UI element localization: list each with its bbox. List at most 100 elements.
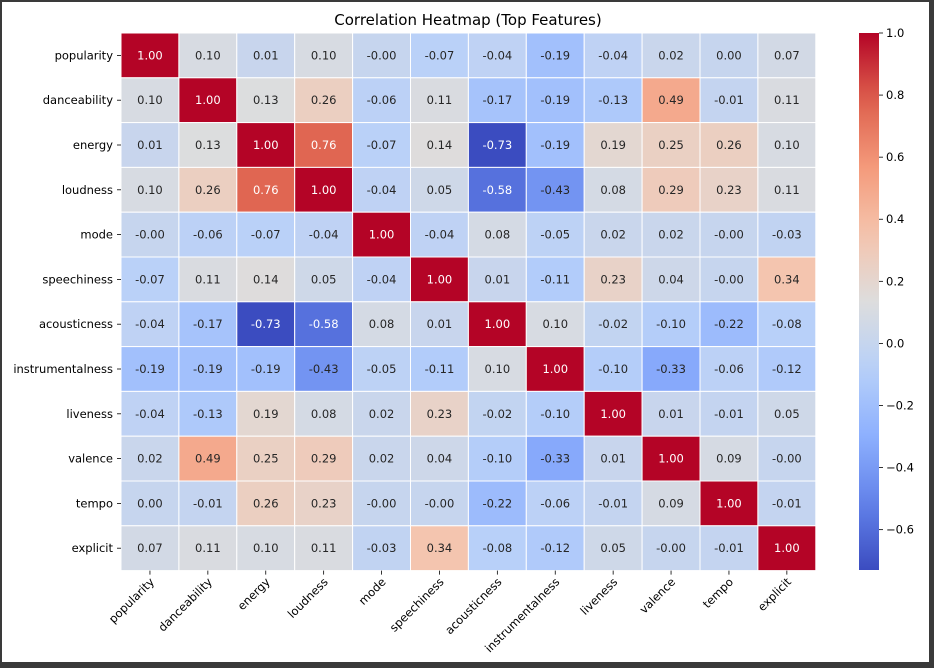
heatmap-cell <box>178 480 238 527</box>
cell-value-label: -0.10 <box>598 362 628 376</box>
cell-value-label: 0.23 <box>427 407 453 421</box>
heatmap-cell <box>757 77 817 124</box>
cell-value-label: 0.14 <box>253 272 279 286</box>
cell-value-label: 0.07 <box>137 541 163 555</box>
heatmap-cell <box>583 301 643 348</box>
cell-value-label: 1.00 <box>369 228 395 242</box>
heatmap-cell <box>699 166 759 213</box>
cell-value-label: 0.11 <box>195 541 221 555</box>
cell-value-label: 0.08 <box>485 228 511 242</box>
cell-value-label: 0.01 <box>137 138 163 152</box>
column-tick-label: danceability <box>155 575 215 635</box>
heatmap-cell <box>467 435 527 482</box>
heatmap-cell <box>757 525 817 572</box>
cell-value-label: -0.01 <box>714 93 744 107</box>
chart-title: Correlation Heatmap (Top Features) <box>334 11 601 29</box>
heatmap-cell <box>120 256 180 303</box>
row-tick-label: acousticness <box>39 317 113 331</box>
column-tick-label: energy <box>235 575 273 613</box>
cell-value-label: -0.12 <box>540 541 570 555</box>
heatmap-cell <box>294 435 354 482</box>
cell-value-label: 1.00 <box>600 407 626 421</box>
colorbar-tick-label: −0.2 <box>886 398 914 412</box>
cell-value-label: 0.02 <box>369 407 395 421</box>
heatmap-cell <box>410 301 469 348</box>
row-tick-label: valence <box>68 452 113 466</box>
cell-value-label: 1.00 <box>658 452 684 466</box>
cell-value-label: -0.01 <box>714 407 744 421</box>
heatmap-cell <box>699 480 759 527</box>
cell-value-label: 0.01 <box>485 272 511 286</box>
cell-value-label: 0.10 <box>542 317 568 331</box>
cell-value-label: -0.11 <box>540 272 570 286</box>
heatmap-cell <box>120 301 180 348</box>
heatmap-cell <box>352 435 412 482</box>
column-tick-label: liveness <box>577 575 620 618</box>
heatmap-cell <box>352 346 412 392</box>
cell-value-label: 0.11 <box>427 93 453 107</box>
heatmap-cell <box>641 77 701 124</box>
heatmap-cell <box>410 256 469 303</box>
cell-value-label: 0.10 <box>137 93 163 107</box>
heatmap-cell <box>410 525 469 572</box>
cell-value-label: -0.06 <box>367 93 397 107</box>
cell-value-label: -0.07 <box>367 138 397 152</box>
cell-value-label: -0.10 <box>540 407 570 421</box>
cell-value-label: -0.06 <box>714 362 744 376</box>
cell-value-label: 1.00 <box>137 48 163 62</box>
colorbar-tick-label: 1.0 <box>886 26 904 40</box>
heatmap-cell <box>757 122 817 168</box>
cell-value-label: -0.19 <box>193 362 223 376</box>
heatmap-cell <box>583 77 643 124</box>
heatmap-cell <box>757 435 817 482</box>
heatmap-cell <box>699 77 759 124</box>
cell-value-label: -0.06 <box>193 228 223 242</box>
heatmap-cell <box>294 346 354 392</box>
heatmap-cell <box>525 77 585 124</box>
heatmap-cell <box>583 166 643 213</box>
cell-value-label: -0.04 <box>598 48 628 62</box>
cell-value-label: -0.11 <box>425 362 455 376</box>
cell-value-label: 0.49 <box>658 93 684 107</box>
colorbar-tick-label: 0.8 <box>886 88 904 102</box>
heatmap-cell <box>410 390 469 437</box>
cell-value-label: 0.26 <box>716 138 742 152</box>
cell-value-label: 0.49 <box>195 452 221 466</box>
cell-value-label: -0.33 <box>656 362 686 376</box>
cell-value-label: 1.00 <box>311 183 337 197</box>
heatmap-cell <box>294 166 354 213</box>
column-tick-label: tempo <box>700 575 736 611</box>
heatmap-cell <box>410 166 469 213</box>
cell-value-label: -0.73 <box>251 317 281 331</box>
row-tick-label: danceability <box>43 93 113 107</box>
cell-value-label: -0.07 <box>135 272 165 286</box>
cell-value-label: -0.22 <box>714 317 744 331</box>
row-tick-label: loudness <box>62 183 113 197</box>
heatmap-cell <box>583 480 643 527</box>
column-tick-label: loudness <box>285 575 331 621</box>
cell-value-label: 0.14 <box>427 138 453 152</box>
colorbar-tick-label: −0.4 <box>886 461 914 475</box>
heatmap-cell <box>294 122 354 168</box>
heatmap-cell <box>583 390 643 437</box>
cell-value-label: 0.10 <box>195 48 221 62</box>
heatmap-cell <box>236 122 296 168</box>
cell-value-label: -0.01 <box>772 496 802 510</box>
heatmap-cell <box>236 346 296 392</box>
row-tick-label: speechiness <box>42 272 113 286</box>
cell-value-label: -0.33 <box>540 452 570 466</box>
cell-value-label: -0.19 <box>540 93 570 107</box>
cell-value-label: -0.04 <box>309 228 339 242</box>
heatmap-cell <box>641 256 701 303</box>
heatmap-cell <box>699 211 759 258</box>
heatmap-cell <box>699 301 759 348</box>
cell-value-label: 0.11 <box>774 183 800 197</box>
cell-value-label: 0.01 <box>658 407 684 421</box>
heatmap-cell <box>757 301 817 348</box>
column-tick-label: speechiness <box>387 575 447 635</box>
cell-value-label: -0.00 <box>367 496 397 510</box>
row-tick-label: popularity <box>55 48 114 62</box>
row-tick-label: tempo <box>76 496 113 510</box>
heatmap-cell <box>525 435 585 482</box>
heatmap-cell <box>410 480 469 527</box>
